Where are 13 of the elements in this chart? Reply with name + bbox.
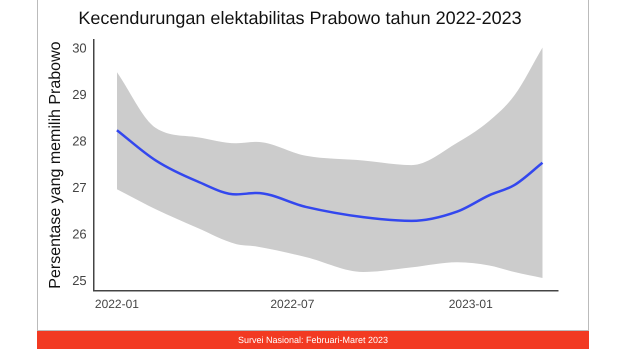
line-series: [116, 128, 544, 222]
y-tick-label: 28: [72, 133, 87, 148]
y-axis-title: Persentase yang memilih Prabowo: [47, 41, 64, 289]
x-tick-label: 2022-01: [94, 297, 140, 312]
text: Survei Nasional: Februari-Maret 2023: [37, 331, 589, 349]
y-tick-label: 29: [72, 86, 87, 102]
y-tick-label: 27: [72, 180, 87, 195]
y-tick-label: 30: [72, 40, 87, 56]
y-tick-label: 25: [72, 272, 87, 288]
chart-title: Kecendurungan elektabilitas Prabowo tahun 2022-2023: [78, 8, 522, 28]
x-tick-label: 2022-07: [270, 297, 315, 312]
x-tick-label: 2023-01: [448, 297, 494, 312]
y-tick-label: 26: [72, 226, 87, 242]
